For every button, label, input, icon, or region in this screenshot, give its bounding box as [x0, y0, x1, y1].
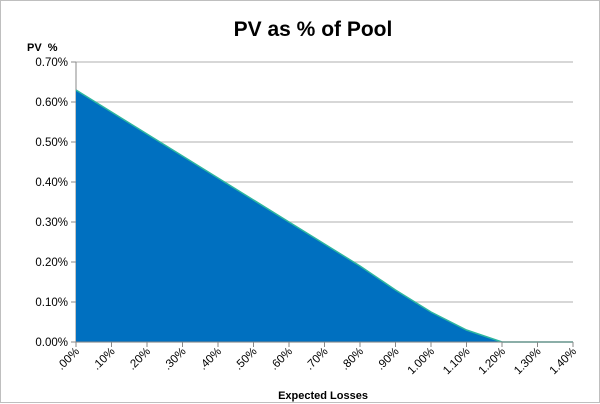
x-tick-label: .70% [304, 346, 331, 373]
y-tick-label: 0.70% [35, 57, 68, 69]
y-tick-label: 0.60% [35, 97, 68, 109]
x-tick-label: .90% [375, 346, 402, 373]
x-tick-label: .10% [91, 346, 118, 373]
y-tick-label: 0.30% [35, 217, 68, 229]
x-tick-label: 1.40% [548, 346, 580, 378]
x-tick-label: .40% [197, 346, 224, 373]
y-axis-label: PV % [27, 42, 58, 54]
y-tick-label: 0.10% [35, 297, 68, 309]
x-tick-label: 1.00% [406, 346, 438, 378]
y-tick-label: 0.20% [35, 257, 68, 269]
x-tick-label: .80% [339, 346, 366, 373]
x-tick-label: .20% [126, 346, 153, 373]
area-series [76, 90, 573, 342]
x-tick-label: .30% [162, 346, 189, 373]
y-tick-label: 0.00% [35, 337, 68, 349]
chart-title: PV as % of Pool [234, 18, 393, 41]
x-tick-label: 1.10% [441, 346, 473, 378]
x-tick-label: .50% [233, 346, 260, 373]
y-tick-label: 0.50% [35, 137, 68, 149]
x-tick-label: .60% [268, 346, 295, 373]
x-axis-label: Expected Losses [278, 390, 368, 402]
x-tick-label: 1.30% [512, 346, 544, 378]
x-tick-label: 1.20% [477, 346, 509, 378]
x-tick-label: .00% [55, 346, 82, 373]
y-tick-label: 0.40% [35, 177, 68, 189]
